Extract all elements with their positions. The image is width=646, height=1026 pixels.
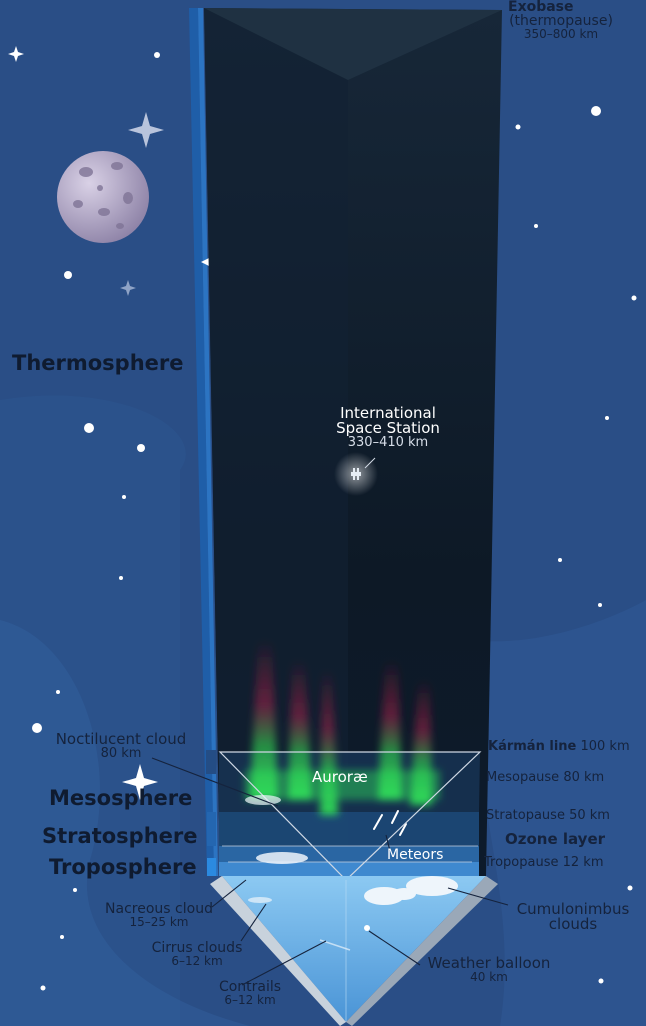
star-sparkle-icon (128, 112, 164, 148)
background-swirl (470, 600, 646, 1026)
atmosphere-column (204, 8, 502, 876)
stratopause-label: Stratopause 50 km (486, 808, 610, 823)
aurorae-label: Auroræ (312, 768, 368, 786)
moon-icon (57, 151, 149, 243)
iss-icon (351, 468, 361, 480)
meteors-label: Meteors (387, 847, 444, 863)
lower-atmosphere-wedge (210, 751, 498, 1026)
star-sparkle-icon (8, 46, 24, 62)
cumulonimbus-clouds-label: Cumulonimbus clouds (516, 900, 630, 933)
exobase-label: Exobase (508, 0, 574, 15)
ozone-layer-label: Ozone layer (505, 830, 606, 848)
weather-balloon-label: Weather balloon 40 km (427, 954, 551, 984)
background-swirl (0, 395, 186, 1026)
star-sparkle-icon (122, 764, 158, 800)
karman-line-label: Kármán line 100 km (488, 739, 630, 754)
exobase-subtitle: (thermopause) 350–800 km (509, 13, 613, 41)
meteor-streaks (373, 810, 407, 836)
aurora (245, 640, 440, 815)
tropopause-label: Tropopause 12 km (484, 855, 604, 870)
leader-lines (151, 757, 509, 986)
iss-label: International Space Station 330–410 km (336, 404, 440, 450)
troposphere-label: Troposphere (49, 855, 197, 879)
mesopause-label: Mesopause 80 km (486, 770, 605, 785)
weather-balloon-icon (364, 925, 370, 931)
stratosphere-label: Stratosphere (42, 824, 198, 848)
altitude-scale-bar (189, 8, 218, 876)
mesosphere-label: Mesosphere (49, 786, 193, 810)
thermosphere-label: Thermosphere (12, 351, 184, 375)
star-sparkle-icon (120, 280, 136, 296)
cirrus-clouds-label: Cirrus clouds 6–12 km (151, 940, 243, 968)
contrails-label: Contrails 6–12 km (218, 979, 282, 1007)
iss-pointer-line (364, 457, 376, 469)
noctilucent-cloud-label: Noctilucent cloud 80 km (55, 730, 187, 761)
nacreous-cloud-label: Nacreous cloud 15–25 km (105, 901, 213, 929)
background-swirl (0, 620, 250, 1026)
